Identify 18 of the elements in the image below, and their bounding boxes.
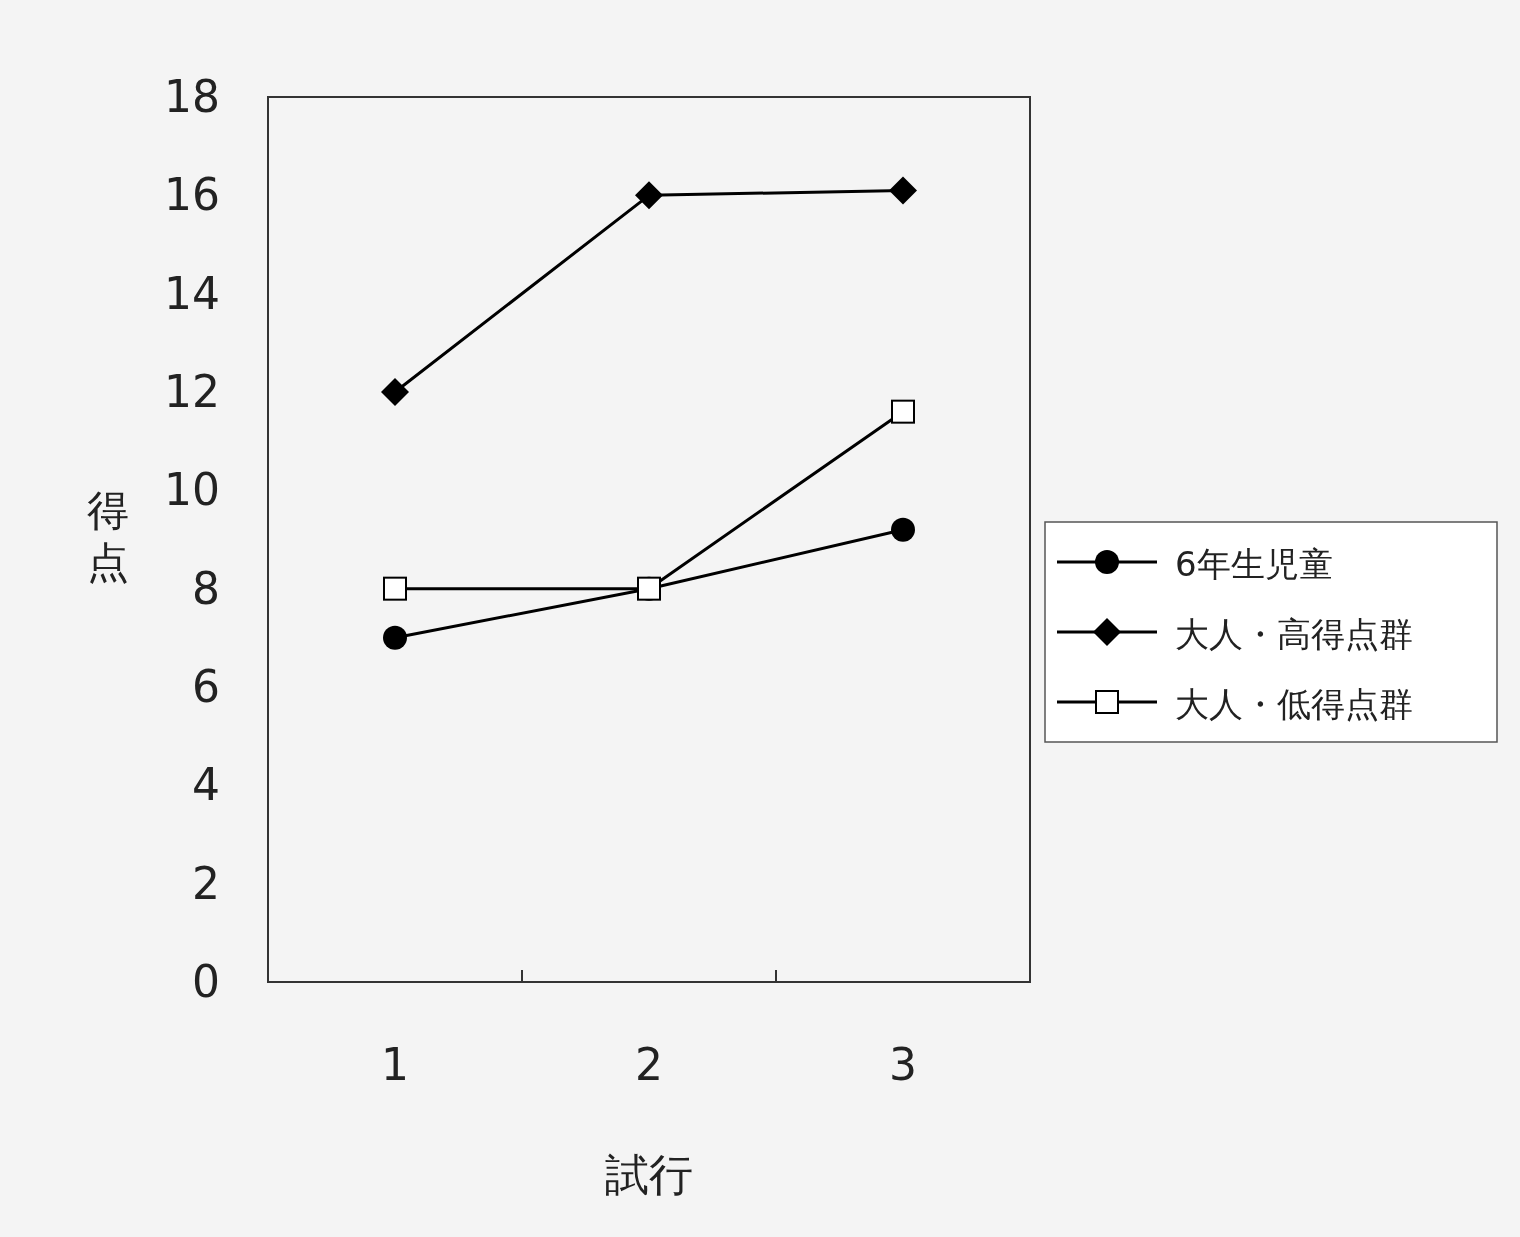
y-axis-title: 得点 bbox=[87, 486, 129, 587]
y-tick-label: 16 bbox=[164, 169, 220, 221]
y-tick-label: 14 bbox=[164, 267, 220, 319]
y-tick-label: 8 bbox=[192, 562, 220, 614]
x-axis-title: 試行 bbox=[605, 1149, 693, 1200]
y-tick-label: 0 bbox=[192, 956, 220, 1007]
y-tick-label: 4 bbox=[192, 759, 220, 811]
y-tick-label: 2 bbox=[192, 857, 220, 909]
legend-label: 6年生児童 bbox=[1175, 544, 1333, 584]
legend-label: 大人・高得点群 bbox=[1175, 614, 1413, 654]
x-tick-label: 1 bbox=[381, 1039, 409, 1090]
legend-label: 大人・低得点群 bbox=[1175, 684, 1413, 724]
y-tick-label: 6 bbox=[192, 661, 220, 712]
y-tick-label: 12 bbox=[164, 366, 220, 417]
y-tick-label: 18 bbox=[164, 71, 220, 122]
x-tick-label: 3 bbox=[889, 1039, 917, 1090]
y-tick-label: 10 bbox=[164, 464, 220, 516]
x-tick-label: 2 bbox=[635, 1039, 663, 1090]
